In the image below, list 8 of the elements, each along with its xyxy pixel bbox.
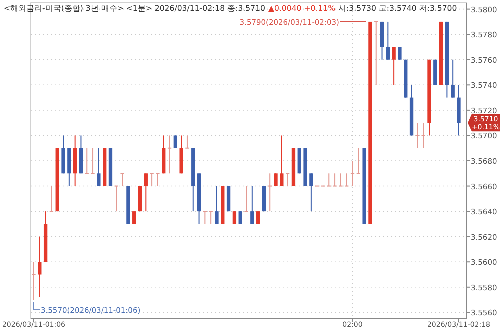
candlestick [244, 186, 248, 212]
candlestick [150, 173, 154, 187]
candlestick [156, 173, 160, 187]
candlestick [120, 173, 124, 187]
candlestick [91, 148, 95, 174]
candlestick [339, 173, 343, 187]
candlestick [186, 135, 190, 149]
candlestick [333, 173, 337, 187]
